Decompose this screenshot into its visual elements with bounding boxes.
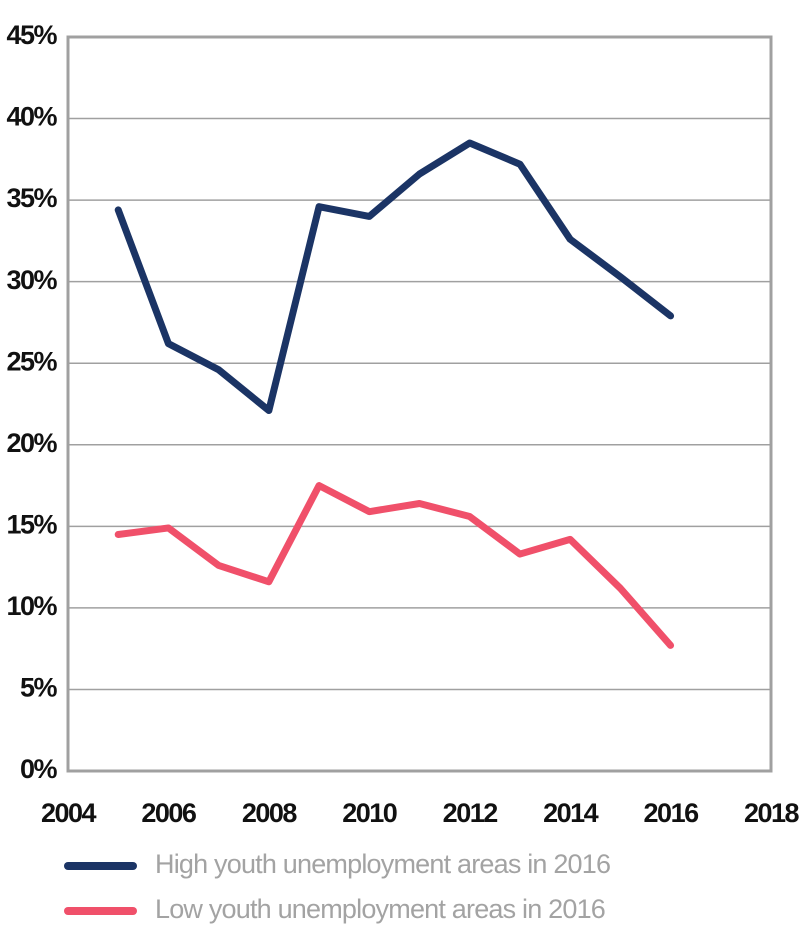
x-tick-label: 2018 [744,798,800,828]
y-tick-label: 30% [6,265,57,295]
plot-frame [66,35,773,773]
line-series [114,482,675,649]
x-tick-label: 2004 [41,798,97,828]
y-tick-label: 35% [6,183,57,213]
y-tick-label: 40% [6,102,57,132]
y-tick-label: 45% [6,20,57,50]
line-series [114,139,675,415]
x-tick-label: 2012 [443,798,498,828]
x-tick-label: 2008 [242,798,298,828]
y-tick-label: 5% [20,673,58,703]
y-tick-label: 10% [6,591,57,621]
y-tick-label: 25% [6,346,57,376]
x-tick-label: 2006 [141,798,197,828]
x-tick-label: 2010 [342,798,397,828]
grid [68,36,771,772]
y-tick-label: 0% [20,754,58,784]
x-tick-label: 2014 [543,798,599,828]
x-tick-label: 2016 [644,798,700,828]
legend-label: High youth unemployment areas in 2016 [155,849,610,879]
legend-label: Low youth unemployment areas in 2016 [155,894,605,924]
y-tick-label: 15% [6,509,57,539]
y-tick-label: 20% [6,428,57,458]
